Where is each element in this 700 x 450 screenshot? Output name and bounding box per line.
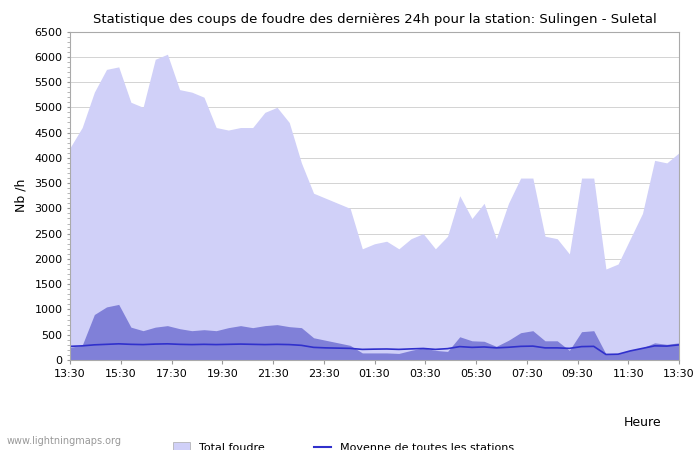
Y-axis label: Nb /h: Nb /h [14, 179, 27, 212]
Text: Heure: Heure [624, 416, 662, 429]
Title: Statistique des coups de foudre des dernières 24h pour la station: Sulingen - Su: Statistique des coups de foudre des dern… [92, 13, 657, 26]
Text: www.lightningmaps.org: www.lightningmaps.org [7, 436, 122, 446]
